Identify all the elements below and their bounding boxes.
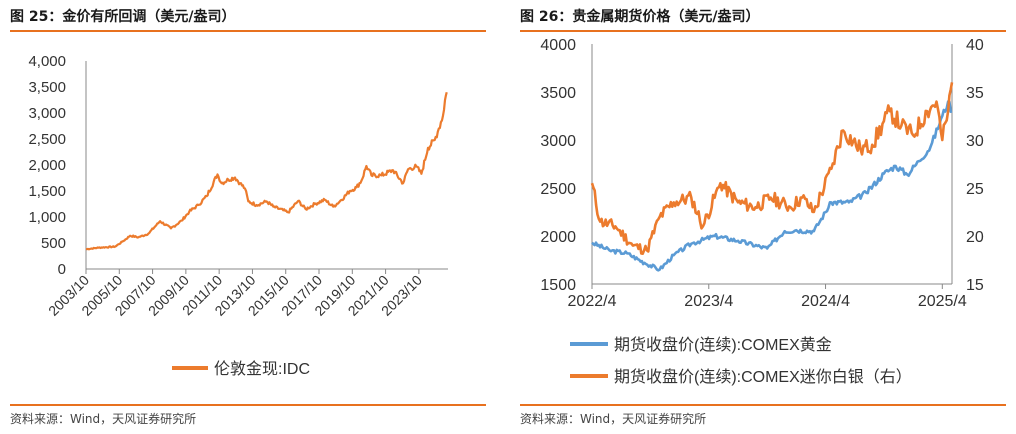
legend-label-comex-gold: 期货收盘价(连续):COMEX黄金 (614, 335, 832, 354)
right-source-note: 资料来源：Wind，天风证券研究所 (520, 412, 707, 426)
right-title-rule (520, 30, 1006, 32)
y-tick-label: 3,000 (28, 105, 66, 122)
series-line-comex-gold (591, 100, 953, 272)
left-figure-title: 图 25：金价有所回调（美元/盎司） (10, 9, 236, 25)
precious-metals-futures-chart: 1500 2000 2500 3000 3500 4000 15 20 25 30 35 40 2022… (540, 37, 984, 386)
left-source-note: 资料来源：Wind，天风证券研究所 (10, 412, 197, 426)
y-right-tick-label: 35 (966, 85, 984, 102)
y-right-tick-label: 15 (966, 277, 984, 294)
y-right-tick-label: 40 (966, 37, 984, 54)
x-tick-label: 2025/4 (918, 293, 967, 310)
y-tick-label: 2,000 (28, 157, 66, 174)
y-left-tick-label: 1500 (540, 277, 576, 294)
y-right-tick-label: 30 (966, 133, 984, 150)
left-figure-panel: 图 25：金价有所回调（美元/盎司） 0 500 1,000 1,500 2,000 2,… (0, 0, 496, 434)
x-tick-label: 2022/4 (568, 293, 617, 310)
y-left-tick-label: 3500 (540, 85, 576, 102)
gold-price-chart: 05001,0001,5002,0002,5003,0003,5004,0002… (28, 53, 448, 378)
y-tick-label: 1,500 (28, 183, 66, 200)
right-figure-title: 图 26：贵金属期货价格（美元/盎司） (520, 9, 760, 25)
y-tick-label: 0 (58, 261, 66, 278)
y-left-tick-label: 2000 (540, 229, 576, 246)
y-tick-label: 2,500 (28, 131, 66, 148)
left-source-rule (10, 404, 486, 406)
y-right-tick-label: 20 (966, 229, 984, 246)
x-tick-label: 2023/4 (684, 293, 733, 310)
y-left-tick-label: 4000 (540, 37, 576, 54)
y-tick-label: 1,000 (28, 209, 66, 226)
y-left-tick-label: 3000 (540, 133, 576, 150)
x-tick-label: 2024/4 (801, 293, 850, 310)
legend-label-comex-mini-silver: 期货收盘价(连续):COMEX迷你白银（右） (614, 367, 912, 386)
right-figure-panel: 图 26：贵金属期货价格（美元/盎司） 1500 2000 2500 3000 3500… (510, 0, 1016, 434)
y-tick-label: 3,500 (28, 79, 66, 96)
series-line-london-gold (85, 91, 448, 251)
y-right-tick-label: 25 (966, 181, 984, 198)
y-tick-label: 4,000 (28, 53, 66, 70)
y-tick-label: 500 (41, 235, 66, 252)
left-title-rule (10, 30, 486, 32)
legend-label-london-gold: 伦敦金现:IDC (214, 360, 310, 378)
y-left-tick-label: 2500 (540, 181, 576, 198)
series-line-comex-mini-silver (590, 82, 954, 255)
right-source-rule (520, 404, 1006, 406)
